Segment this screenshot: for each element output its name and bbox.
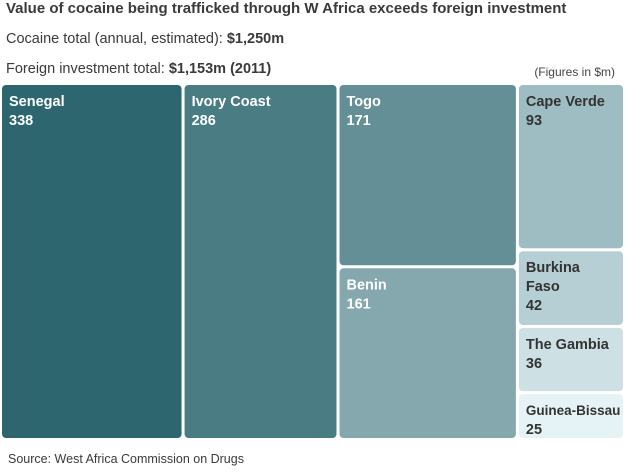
tile-rect-burkina-faso bbox=[518, 251, 623, 325]
tile-label-guinea-bissau: Guinea-Bissau bbox=[526, 403, 621, 418]
source-note: Source: West Africa Commission on Drugs bbox=[8, 452, 244, 466]
tile-value-the-gambia: 36 bbox=[526, 356, 542, 372]
tile-cape-verde: Cape Verde 93 bbox=[518, 85, 623, 249]
chart-title: Value of cocaine being trafficked throug… bbox=[6, 0, 567, 17]
tile-label-senegal: Senegal bbox=[9, 94, 65, 110]
tile-label-benin: Benin bbox=[347, 277, 387, 293]
tile-value-benin: 161 bbox=[347, 296, 371, 312]
tile-the-gambia: The Gambia 36 bbox=[518, 327, 623, 392]
tile-togo: Togo 171 bbox=[339, 85, 516, 266]
tile-ivory-coast: Ivory Coast 286 bbox=[184, 85, 337, 438]
tile-benin: Benin 161 bbox=[339, 268, 516, 438]
tile-rect-senegal bbox=[2, 85, 182, 438]
tile-label-cape-verde: Cape Verde bbox=[526, 94, 605, 110]
tile-burkina-faso: Burkina Faso 42 bbox=[518, 251, 623, 325]
cocaine-total-line: Cocaine total (annual, estimated): $1,25… bbox=[6, 31, 284, 47]
investment-total-line: Foreign investment total: $1,153m (2011) bbox=[6, 61, 271, 77]
tile-label-burkina-faso: Burkina bbox=[526, 260, 581, 276]
tile-label-burkina-faso: Faso bbox=[526, 279, 560, 295]
tile-rect-togo bbox=[339, 85, 516, 266]
tile-label-togo: Togo bbox=[347, 94, 381, 110]
investment-total-label: Foreign investment total: bbox=[6, 61, 169, 77]
tile-rect-benin bbox=[339, 268, 516, 438]
tile-rect-the-gambia bbox=[518, 327, 623, 392]
cocaine-total-label: Cocaine total (annual, estimated): bbox=[6, 31, 227, 47]
tile-rect-ivory-coast bbox=[184, 85, 337, 438]
tile-rect-cape-verde bbox=[518, 85, 623, 249]
tile-value-cape-verde: 93 bbox=[526, 113, 542, 129]
tile-value-togo: 171 bbox=[347, 113, 371, 129]
cocaine-total-value: $1,250m bbox=[226, 31, 285, 47]
tile-senegal: Senegal 338 bbox=[2, 85, 182, 438]
tile-value-guinea-bissau: 25 bbox=[526, 422, 542, 438]
tile-value-senegal: 338 bbox=[9, 113, 33, 129]
units-note: (Figures in $m) bbox=[534, 65, 615, 79]
tile-value-burkina-faso: 42 bbox=[526, 298, 542, 314]
tile-rect-guinea-bissau bbox=[518, 394, 623, 438]
tile-label-ivory-coast: Ivory Coast bbox=[192, 94, 271, 110]
tile-label-the-gambia: The Gambia bbox=[526, 337, 610, 353]
investment-total-value: $1,153m (2011) bbox=[168, 61, 272, 77]
tile-guinea-bissau: Guinea-Bissau 25 bbox=[518, 394, 623, 438]
tile-value-ivory-coast: 286 bbox=[192, 113, 216, 129]
